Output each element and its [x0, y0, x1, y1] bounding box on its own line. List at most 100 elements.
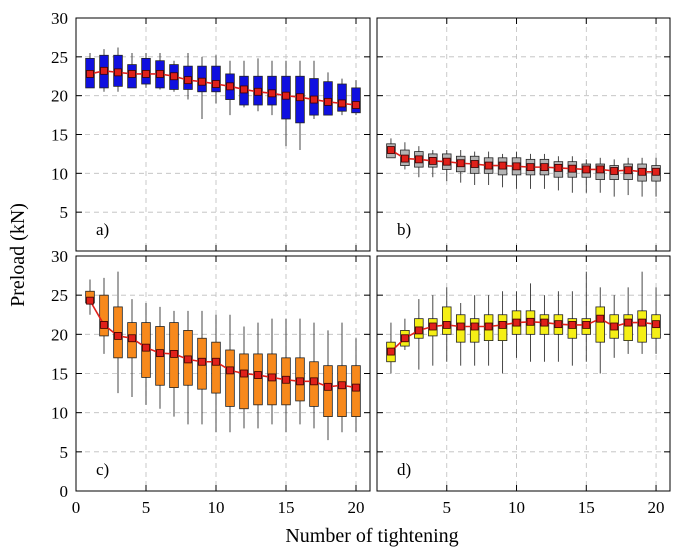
panels: 5 10 15 20 25 30 a) b) 0 5 10 15 20 25 30 0 5 10 15 20 c) 5 10…: [51, 9, 671, 517]
y-axis-title: Preload (kN): [7, 203, 29, 307]
mean-marker: [568, 164, 577, 173]
mean-marker: [456, 159, 465, 168]
mean-marker: [114, 331, 122, 340]
mean-marker: [310, 95, 318, 104]
mean-marker: [338, 381, 346, 390]
mean-marker: [324, 97, 332, 106]
box: [623, 314, 633, 342]
mean-marker: [442, 157, 451, 166]
box: [225, 349, 235, 407]
mean-marker: [184, 76, 192, 85]
y-tick-label: 25: [51, 286, 68, 305]
x-tick-label: 5: [443, 498, 452, 517]
mean-marker: [638, 318, 646, 327]
mean-marker: [226, 82, 234, 91]
mean-marker: [184, 355, 192, 364]
y-tick-label: 30: [51, 247, 68, 266]
mean-marker: [554, 320, 563, 329]
mean-marker: [484, 161, 493, 170]
y-tick-label: 20: [51, 87, 68, 106]
mean-marker: [596, 314, 605, 323]
mean-marker: [652, 167, 660, 176]
mean-marker: [414, 155, 423, 164]
mean-marker: [324, 382, 332, 391]
mean-marker: [338, 99, 346, 108]
x-tick-label: 5: [142, 498, 151, 517]
mean-marker: [128, 70, 136, 78]
mean-marker: [352, 383, 360, 392]
mean-marker: [282, 375, 290, 384]
y-tick-label: 0: [60, 482, 69, 501]
mean-marker: [540, 318, 549, 327]
y-tick-label: 25: [51, 48, 68, 67]
mean-marker: [540, 163, 549, 172]
mean-marker: [498, 161, 507, 170]
box: [211, 341, 221, 394]
x-axis-title: Number of tightening: [285, 525, 458, 547]
mean-marker: [456, 322, 465, 331]
mean-marker: [610, 167, 619, 175]
panel-1: 5 10 15 20 25 30 a): [51, 9, 371, 252]
mean-marker: [512, 318, 521, 327]
x-tick-label: 15: [278, 498, 295, 517]
mean-marker: [170, 72, 178, 81]
mean-marker: [100, 66, 108, 75]
mean-marker: [100, 321, 108, 329]
mean-marker: [170, 350, 178, 358]
box: [469, 318, 480, 343]
box: [337, 365, 347, 417]
mean-marker: [554, 163, 563, 172]
mean-marker: [470, 160, 479, 168]
box: [442, 306, 452, 335]
panel-4: 5 10 15 20 d): [376, 255, 671, 517]
mean-marker: [296, 93, 304, 102]
mean-marker: [387, 146, 395, 154]
x-tick-label: 0: [72, 498, 81, 517]
panel-2: b): [376, 17, 671, 252]
mean-marker: [212, 80, 220, 88]
mean-marker: [596, 165, 605, 174]
box: [323, 365, 333, 417]
mean-marker: [352, 101, 360, 109]
mean-marker: [268, 373, 276, 382]
mean-marker: [268, 89, 276, 98]
mean-marker: [582, 165, 591, 174]
mean-marker: [254, 371, 262, 379]
y-tick-label: 30: [51, 9, 68, 28]
mean-marker: [310, 377, 318, 386]
box: [337, 83, 347, 112]
x-tick-label: 10: [208, 498, 225, 517]
x-tick-label: 10: [508, 498, 525, 517]
mean-marker: [86, 70, 94, 78]
mean-marker: [498, 321, 507, 329]
panel-label: a): [96, 220, 109, 239]
mean-marker: [198, 77, 206, 86]
mean-marker: [582, 321, 591, 329]
box: [239, 353, 249, 410]
panel-label: c): [96, 460, 109, 479]
box: [595, 306, 605, 343]
mean-marker: [414, 326, 423, 335]
mean-marker: [624, 166, 633, 175]
mean-marker: [156, 70, 164, 78]
mean-marker: [442, 321, 451, 329]
mean-marker: [86, 296, 94, 305]
box: [211, 65, 221, 93]
mean-marker: [114, 68, 122, 77]
mean-marker: [282, 91, 290, 100]
box: [253, 353, 263, 406]
panel-label: d): [397, 460, 411, 479]
mean-marker: [652, 320, 660, 329]
mean-marker: [226, 366, 234, 375]
mean-marker: [512, 162, 521, 171]
mean-marker: [624, 318, 633, 327]
x-tick-label: 15: [578, 498, 595, 517]
y-tick-label: 15: [51, 365, 68, 384]
mean-marker: [198, 357, 206, 366]
panel-3: 0 5 10 15 20 25 30 0 5 10 15 20 c): [51, 247, 371, 517]
mean-marker: [526, 317, 535, 326]
mean-marker: [484, 322, 493, 331]
y-tick-label: 20: [51, 325, 68, 344]
